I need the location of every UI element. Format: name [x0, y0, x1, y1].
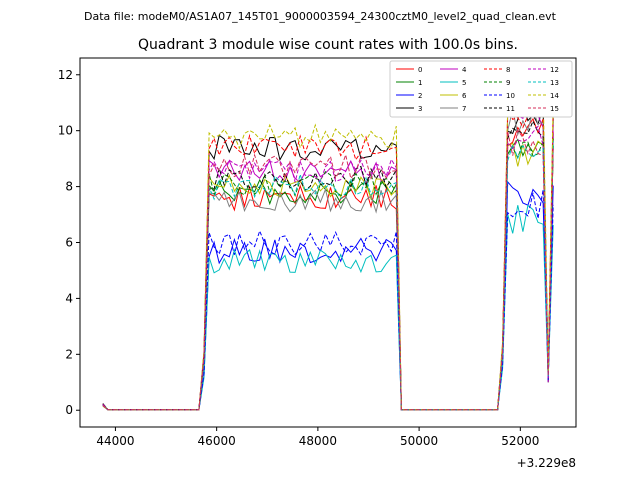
legend-label: 5 [462, 79, 466, 87]
x-offset-label: +3.229e8 [517, 456, 576, 470]
y-axis: 0 2 4 6 8 10 12 [58, 68, 80, 417]
legend-box [389, 60, 573, 118]
series-line-10 [102, 189, 554, 411]
x-axis: 44000 46000 48000 50000 52000 [96, 427, 539, 448]
y-tick-label: 0 [65, 403, 73, 417]
legend-label: 14 [550, 92, 559, 100]
series-line-15 [102, 129, 554, 411]
legend-label: 4 [462, 66, 467, 74]
series-line-5 [102, 204, 554, 411]
series-line-8 [102, 97, 554, 411]
legend-label: 10 [506, 92, 515, 100]
series-line-2 [102, 180, 554, 411]
legend-label: 15 [550, 105, 559, 113]
legend-label: 8 [506, 66, 510, 74]
series-line-4 [102, 106, 554, 411]
x-tick-label: 52000 [501, 434, 539, 448]
y-tick-label: 10 [58, 124, 73, 138]
legend-label: 6 [462, 92, 467, 100]
y-tick-label: 2 [65, 347, 73, 361]
y-tick-label: 8 [65, 180, 73, 194]
x-tick-label: 48000 [299, 434, 337, 448]
x-tick-label: 44000 [96, 434, 134, 448]
legend-label: 1 [418, 79, 422, 87]
series-line-13 [102, 140, 554, 411]
y-tick-label: 6 [65, 236, 73, 250]
x-tick-label: 46000 [198, 434, 236, 448]
x-tick-label: 50000 [400, 434, 438, 448]
y-tick-label: 4 [65, 291, 73, 305]
chart-suptitle: Data file: modeM0/AS1A07_145T01_90000035… [84, 10, 557, 23]
series-line-1 [102, 138, 554, 411]
y-tick-label: 12 [58, 68, 73, 82]
legend-label: 11 [506, 105, 515, 113]
series-line-7 [102, 108, 554, 411]
series-line-0 [102, 117, 554, 411]
legend-label: 0 [418, 66, 422, 74]
chart-title: Quadrant 3 module wise count rates with … [138, 37, 518, 53]
legend-label: 13 [550, 79, 559, 87]
legend-label: 2 [418, 92, 422, 100]
plot-lines [102, 83, 554, 411]
legend-label: 9 [506, 79, 510, 87]
series-line-9 [102, 136, 554, 411]
legend-label: 7 [462, 105, 466, 113]
series-line-14 [102, 83, 554, 411]
series-line-6 [102, 138, 554, 411]
legend-label: 12 [550, 66, 559, 74]
legend-label: 3 [418, 105, 422, 113]
series-line-12 [102, 124, 554, 411]
